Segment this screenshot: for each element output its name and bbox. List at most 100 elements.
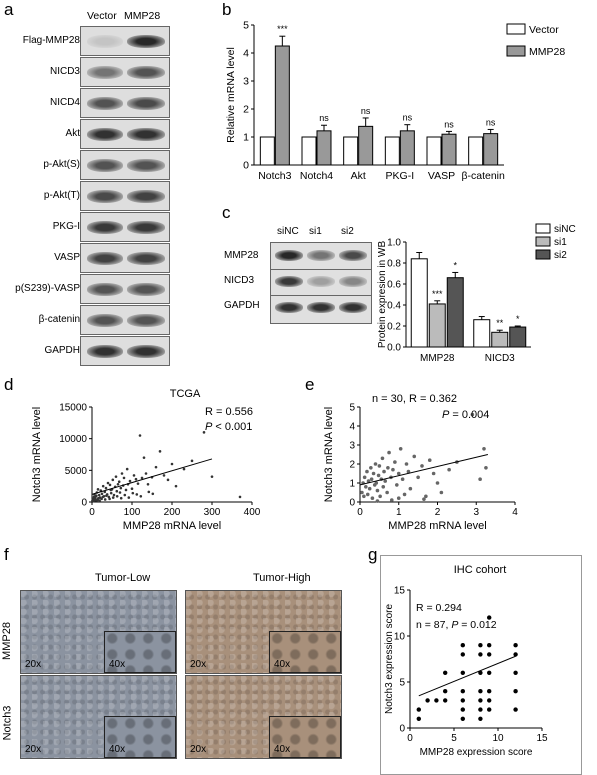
stat-r: R = 0.556 xyxy=(205,406,253,418)
y-tick-label: 1 xyxy=(349,479,355,490)
data-point xyxy=(116,482,120,486)
y-tick-label: 1 xyxy=(243,132,249,144)
data-point xyxy=(513,689,518,694)
data-point xyxy=(398,447,403,451)
bar xyxy=(384,136,400,166)
y-axis-label: Protein expresion in WB xyxy=(377,241,388,349)
data-point xyxy=(369,466,373,470)
data-point xyxy=(170,462,174,466)
blot-a-membrane xyxy=(80,26,170,56)
data-point xyxy=(95,494,98,497)
panel-label-f: f xyxy=(4,545,9,564)
data-point xyxy=(98,499,101,503)
data-point xyxy=(114,475,118,478)
band-vector xyxy=(87,66,123,79)
data-point xyxy=(447,467,451,472)
x-tick-label: PKG-I xyxy=(386,170,415,182)
y-tick-label: 3 xyxy=(349,441,355,452)
data-point xyxy=(127,496,131,499)
y-tick-label: 0 xyxy=(399,724,405,735)
x-tick-label: 0 xyxy=(407,733,413,744)
data-point xyxy=(111,478,115,482)
data-point xyxy=(416,707,421,712)
data-point xyxy=(131,491,135,495)
band-vector xyxy=(87,190,123,203)
data-point xyxy=(108,497,111,501)
data-point xyxy=(103,498,107,501)
data-point xyxy=(381,485,386,489)
y-tick-label: 10 xyxy=(394,632,406,643)
blot-c-col-label: siNC xyxy=(277,226,299,237)
band-mmp28 xyxy=(127,283,165,296)
chart-b: 0 1 2 3 4 5 Relative mRNA level *** Notch3 ns Notc… xyxy=(225,20,565,183)
band-mmp28 xyxy=(127,35,165,48)
data-point xyxy=(513,652,518,657)
blot-c-divider xyxy=(271,295,371,296)
data-point xyxy=(389,498,394,502)
data-point xyxy=(101,495,105,499)
data-point xyxy=(365,469,369,474)
y-tick-label: 4 xyxy=(349,422,355,433)
data-point xyxy=(190,459,194,463)
data-point xyxy=(424,494,428,499)
data-point xyxy=(406,469,411,474)
data-point xyxy=(123,493,127,497)
data-point xyxy=(478,652,483,657)
data-point xyxy=(404,462,409,466)
data-point xyxy=(478,716,483,721)
magnification-20x: 20x xyxy=(25,744,42,755)
data-point xyxy=(400,477,405,481)
band-mmp28 xyxy=(127,128,165,141)
bar xyxy=(509,326,527,348)
x-tick-label: 0 xyxy=(89,507,95,518)
data-point xyxy=(460,698,465,703)
legend-label: si2 xyxy=(554,250,567,261)
x-axis-label: MMP28 expression score xyxy=(420,747,533,758)
data-point xyxy=(117,480,121,484)
data-point xyxy=(158,450,162,453)
chart-title: IHC cohort xyxy=(454,564,507,576)
band-c xyxy=(307,250,335,261)
x-tick-label: 0 xyxy=(357,507,363,518)
x-tick-label: VASP xyxy=(428,170,455,182)
data-point xyxy=(119,486,123,490)
data-point xyxy=(470,412,475,417)
band-mmp28 xyxy=(127,221,165,234)
blot-a-membrane xyxy=(80,119,170,149)
data-point xyxy=(478,707,483,712)
band-c xyxy=(339,250,367,261)
data-point xyxy=(487,689,492,694)
band-c xyxy=(339,276,367,287)
data-point xyxy=(105,494,108,497)
stat-p: n = 87, P = 0.012 xyxy=(416,619,497,631)
magnification-20x: 20x xyxy=(25,659,42,670)
bar xyxy=(301,136,317,166)
data-point xyxy=(108,483,112,487)
blot-c-row-label: GAPDH xyxy=(224,300,260,311)
data-point xyxy=(97,496,100,500)
blot-col-mmp28: MMP28 xyxy=(124,10,161,22)
band-vector xyxy=(87,128,123,141)
data-point xyxy=(487,670,492,675)
y-tick-label: 4 xyxy=(243,48,249,60)
stat-p: P = 0.004 xyxy=(442,409,489,421)
bar xyxy=(441,133,457,166)
data-point xyxy=(487,698,492,703)
data-point xyxy=(202,431,206,434)
data-point xyxy=(435,481,440,485)
data-point xyxy=(371,471,376,476)
data-point xyxy=(378,494,382,499)
x-tick-label: 5 xyxy=(451,733,457,744)
data-point xyxy=(134,477,138,481)
inset-40x: 40x xyxy=(269,631,341,673)
x-tick-label: β-catenin xyxy=(461,170,505,182)
data-point xyxy=(387,450,391,455)
x-tick-label: Notch4 xyxy=(300,170,333,182)
band-vector xyxy=(87,252,123,265)
y-tick-label: 0 xyxy=(81,498,87,509)
inset-40x: 40x xyxy=(269,716,341,758)
bar xyxy=(358,125,374,166)
data-point xyxy=(151,492,155,496)
blot-a-membrane xyxy=(80,181,170,211)
